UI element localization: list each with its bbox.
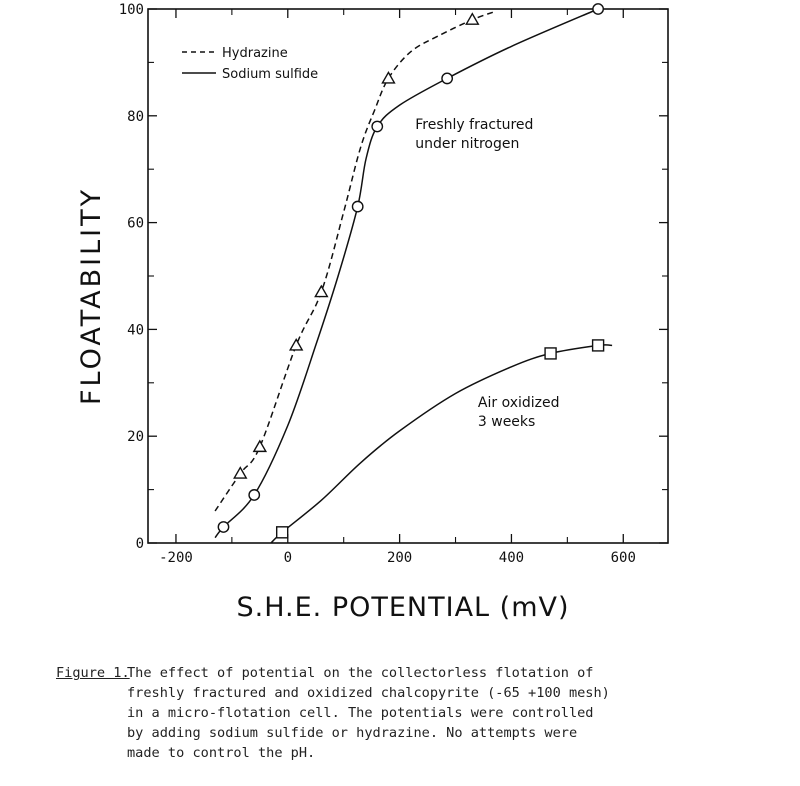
series-layer: [214, 3, 613, 544]
data-point-air-oxidized-3-weeks: [275, 526, 289, 539]
x-axis-title: S.H.E. POTENTIAL (mV): [236, 592, 569, 623]
data-point-air-oxidized-3-weeks: [544, 347, 557, 360]
series-line-sodium-sulfide: [214, 8, 599, 539]
series-line-hydrazine: [214, 10, 495, 512]
figure-caption: Figure 1. The effect of potential on the…: [56, 663, 796, 763]
y-tick-label: 100: [119, 2, 144, 18]
data-point-hydrazine: [252, 439, 268, 453]
y-tick-label: 80: [127, 109, 144, 125]
annotation-label: Freshly fractured under nitrogen: [415, 117, 533, 152]
data-point-air-oxidized-3-weeks: [591, 339, 605, 352]
x-tick-label: 600: [611, 550, 636, 566]
x-tick-label: 0: [284, 550, 292, 566]
data-point-hydrazine: [381, 71, 396, 84]
x-tick-label: -200: [159, 550, 193, 566]
data-point-hydrazine: [288, 338, 304, 351]
y-axis-title: FLOATABILITY: [76, 187, 107, 405]
figure-label: Figure 1.: [56, 665, 130, 681]
annotation-label: Air oxidized 3 weeks: [478, 395, 560, 430]
data-point-sodium-sulfide: [248, 489, 261, 501]
y-tick-label: 40: [127, 322, 144, 338]
data-point-hydrazine: [233, 466, 248, 479]
data-point-hydrazine: [314, 284, 329, 298]
data-point-sodium-sulfide: [217, 521, 230, 533]
data-point-sodium-sulfide: [351, 200, 364, 213]
plot-frame: [147, 8, 669, 544]
annotation-line: 3 weeks: [478, 414, 535, 430]
x-tick-label: 400: [499, 550, 524, 566]
data-point-hydrazine: [465, 12, 480, 25]
data-point-sodium-sulfide: [371, 120, 384, 133]
series-line-air-oxidized-3-weeks: [270, 344, 613, 544]
data-point-sodium-sulfide: [441, 72, 454, 85]
annotation-line: Freshly fractured: [415, 117, 533, 133]
y-tick-label: 60: [127, 216, 144, 232]
legend: Hydrazine Sodium sulfide: [182, 46, 318, 82]
annotation-line: under nitrogen: [415, 136, 519, 152]
legend-label: Sodium sulfide: [222, 67, 318, 82]
floatability-chart: -200 0 200 400 600 0 20 40 60 80 100 Hydrazine Sodi…: [76, 2, 669, 623]
data-point-sodium-sulfide: [592, 3, 605, 15]
figure-caption-text: The effect of potential on the collector…: [127, 665, 610, 761]
series-sodium-sulfide: [214, 3, 605, 539]
axis-ticks: -200 0 200 400 600 0 20 40 60 80 100: [119, 2, 668, 566]
series-hydrazine: [214, 10, 495, 512]
annotations: Freshly fractured under nitrogen Air oxidi…: [415, 117, 559, 430]
legend-label: Hydrazine: [222, 46, 288, 61]
annotation-line: Air oxidized: [478, 395, 560, 411]
y-tick-label: 0: [136, 536, 144, 552]
plot-area-border: [147, 8, 669, 544]
series-air-oxidized-3-weeks: [270, 339, 613, 544]
x-tick-label: 200: [387, 550, 412, 566]
y-tick-label: 20: [127, 429, 144, 445]
